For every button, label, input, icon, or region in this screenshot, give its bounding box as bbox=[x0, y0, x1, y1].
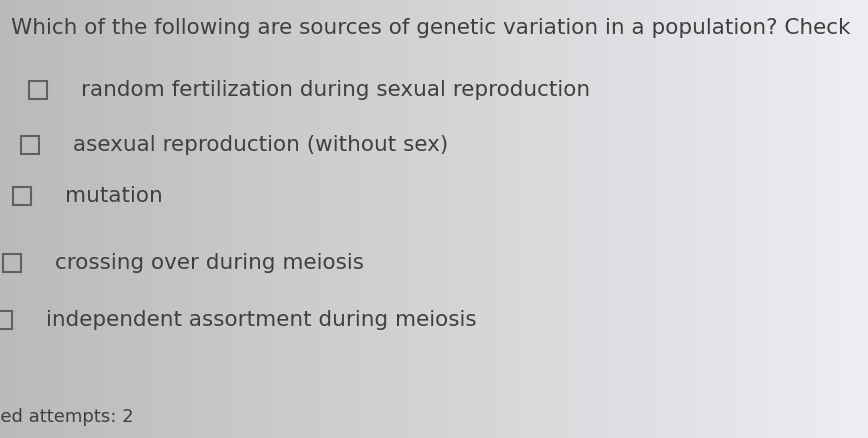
Text: random fertilization during sexual reproduction: random fertilization during sexual repro… bbox=[82, 80, 590, 100]
Text: Which of the following are sources of genetic variation in a population? Check: Which of the following are sources of ge… bbox=[11, 18, 851, 38]
Text: asexual reproduction (without sex): asexual reproduction (without sex) bbox=[73, 135, 448, 155]
Text: Allowed attempts: 2: Allowed attempts: 2 bbox=[0, 408, 133, 426]
Bar bbox=[0, 311, 12, 329]
Text: independent assortment during meiosis: independent assortment during meiosis bbox=[46, 310, 477, 330]
Bar bbox=[21, 136, 39, 154]
Bar bbox=[30, 81, 47, 99]
Text: crossing over during meiosis: crossing over during meiosis bbox=[55, 253, 364, 273]
Bar bbox=[3, 254, 21, 272]
Bar bbox=[13, 187, 31, 205]
Text: mutation: mutation bbox=[65, 186, 162, 206]
